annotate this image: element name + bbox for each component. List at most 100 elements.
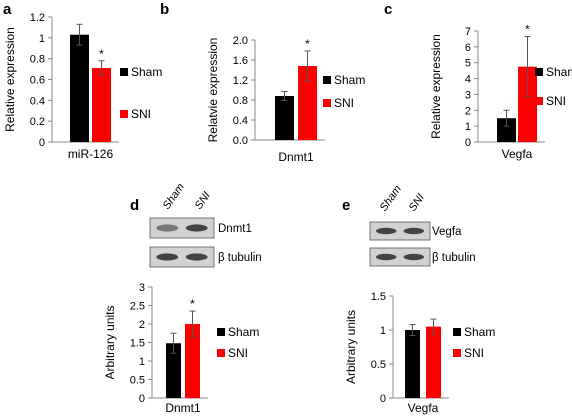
- y-axis-title: Arbitrary units: [103, 305, 117, 379]
- y-tick-label: 0: [380, 393, 386, 405]
- blot-strip: [369, 221, 431, 241]
- x-category-label: Dnmt1: [278, 150, 314, 164]
- x-category-label: Vegfa: [502, 147, 533, 161]
- bar-sham: [275, 96, 294, 140]
- blot-band: [156, 253, 179, 261]
- y-tick-label: 2: [139, 319, 145, 331]
- y-tick-label: 1: [139, 356, 145, 368]
- legend-swatch-sham: [535, 68, 543, 76]
- legend-label-sni: SNI: [546, 94, 566, 108]
- significance-marker: *: [99, 47, 104, 61]
- legend-swatch-sni: [120, 110, 128, 118]
- legend-label-sham: Sham: [464, 325, 495, 339]
- blot-strip: [149, 246, 215, 268]
- bar-sni: [518, 66, 537, 142]
- legend-label-sham: Sham: [334, 73, 365, 87]
- y-tick-label: 1: [465, 121, 471, 133]
- y-tick-label: 0.6: [30, 75, 45, 87]
- blot-band: [156, 224, 179, 232]
- y-tick-label: 0.4: [233, 115, 248, 127]
- y-tick-label: 7: [465, 26, 471, 38]
- blot-lane-label: Sham: [161, 181, 187, 211]
- y-tick-label: 2.0: [233, 35, 248, 47]
- y-tick-label: 0: [139, 393, 145, 405]
- legend-swatch-sni: [453, 349, 461, 357]
- y-tick-label: 0: [39, 137, 45, 149]
- panel-letter: a: [3, 1, 12, 18]
- y-tick-label: 0.5: [371, 359, 386, 371]
- y-tick-label: 1.5: [130, 338, 145, 350]
- legend-swatch-sham: [323, 76, 331, 84]
- bar-sni: [298, 66, 317, 140]
- legend-swatch-sni: [323, 99, 331, 107]
- y-tick-label: 4: [465, 74, 471, 86]
- legend-swatch-sham: [217, 328, 225, 336]
- panel-letter: e: [342, 197, 350, 214]
- panel-letter: d: [130, 197, 139, 214]
- x-category-label: Vegfa: [408, 401, 439, 415]
- western-blot: Sham SNI Vegfa β tubulin: [369, 183, 476, 267]
- blot-band: [376, 227, 397, 235]
- significance-marker: *: [525, 23, 530, 37]
- x-category-label: Dnmt1: [165, 401, 201, 415]
- y-tick-label: 6: [465, 42, 471, 54]
- legend-swatch-sham: [453, 328, 461, 336]
- y-tick-label: 3: [465, 89, 471, 101]
- legend-label-sni: SNI: [464, 346, 484, 360]
- bar-sham: [497, 118, 516, 142]
- y-tick-label: 2: [465, 105, 471, 117]
- y-axis-title: Relatvie expression: [206, 38, 220, 143]
- legend-label-sni: SNI: [334, 96, 354, 110]
- y-tick-label: 0.8: [233, 95, 248, 107]
- y-axis-title: Arbitrary units: [344, 310, 358, 384]
- y-tick-label: 0.2: [30, 116, 45, 128]
- blot-lane-label: SNI: [193, 190, 213, 212]
- y-tick-label: 1: [39, 33, 45, 45]
- legend-label-sni: SNI: [131, 107, 151, 121]
- blot-strip: [149, 217, 215, 239]
- y-tick-label: 0: [465, 137, 471, 149]
- bar-sham: [405, 330, 420, 398]
- legend-label-sni: SNI: [228, 346, 248, 360]
- legend-swatch-sni: [217, 349, 225, 357]
- blot-row-label: β tubulin: [432, 252, 476, 264]
- panel-d: d 0 0.5 1 1.5 2 2.5 3 Arbitrary units * Dnmt1 Sham S…: [103, 181, 262, 415]
- y-tick-label: 2.5: [130, 301, 145, 313]
- blot-row-label: β tubulin: [218, 252, 262, 264]
- y-tick-label: 1.2: [233, 75, 248, 87]
- y-tick-label: 0.5: [130, 375, 145, 387]
- significance-marker: *: [305, 37, 310, 51]
- western-blot: Sham SNI Dnmt1 β tubulin: [149, 181, 262, 268]
- bar-sni: [92, 68, 111, 142]
- y-tick-label: 0.0: [233, 135, 248, 147]
- blot-band: [185, 224, 208, 232]
- y-tick-label: 1.6: [233, 55, 248, 67]
- panel-letter: b: [160, 1, 169, 18]
- legend-label-sham: Sham: [131, 65, 162, 79]
- legend-swatch-sham: [120, 68, 128, 76]
- blot-band: [403, 227, 424, 235]
- panel-letter: c: [384, 1, 392, 18]
- y-tick-label: 1.5: [371, 291, 386, 303]
- legend-label-sham: Sham: [228, 325, 259, 339]
- blot-band: [376, 253, 397, 261]
- y-axis-title: Relative expression: [3, 27, 17, 132]
- blot-lane-label: SNI: [407, 192, 427, 214]
- y-tick-label: 3: [139, 282, 145, 294]
- y-tick-label: 1: [380, 325, 386, 337]
- bar-sni: [426, 326, 441, 398]
- legend-label-sham: Sham: [546, 65, 572, 79]
- y-tick-label: 0.4: [30, 95, 45, 107]
- blot-band: [185, 253, 208, 261]
- blot-row-label: Vegfa: [432, 226, 462, 238]
- y-tick-label: 1.2: [30, 12, 45, 24]
- blot-band: [403, 253, 424, 261]
- bar-sham: [70, 34, 89, 143]
- significance-marker: *: [190, 297, 195, 311]
- y-tick-label: 0.8: [30, 54, 45, 66]
- blot-lane-label: Sham: [378, 183, 404, 213]
- bar-sni: [185, 324, 200, 398]
- panel-a: a 0 0.2 0.4 0.6 0.8 1 1.2 Relative expression * mi…: [3, 1, 162, 161]
